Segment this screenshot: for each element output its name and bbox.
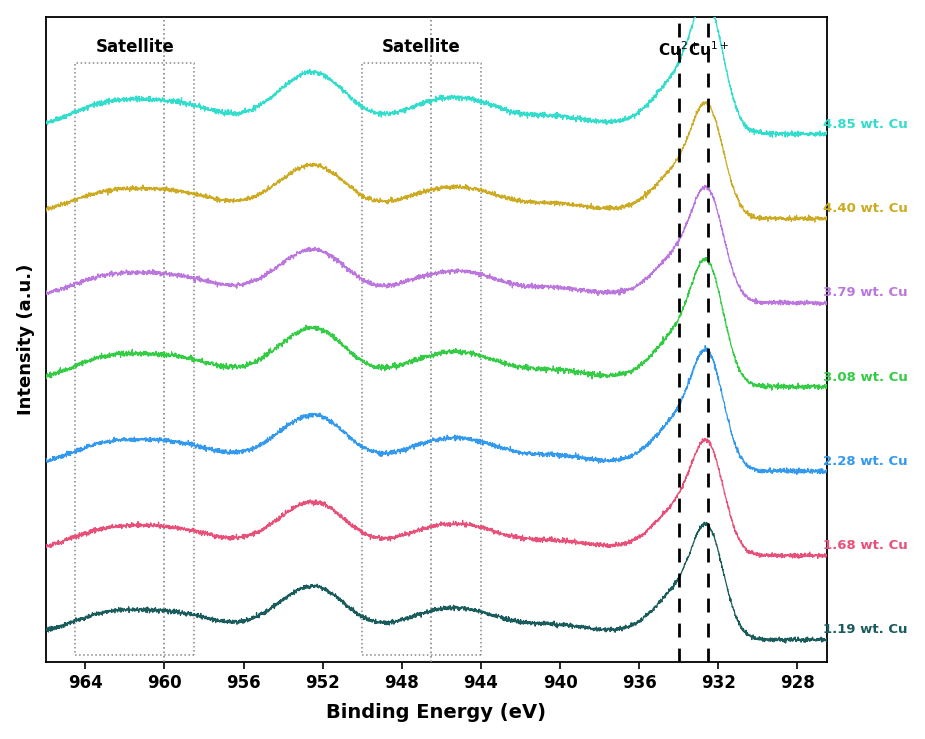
Y-axis label: Intensity (a.u.): Intensity (a.u.) — [17, 264, 34, 415]
Text: 3.79 wt. Cu: 3.79 wt. Cu — [823, 286, 907, 299]
Text: 4.40 wt. Cu: 4.40 wt. Cu — [823, 202, 908, 215]
Text: 3.08 wt. Cu: 3.08 wt. Cu — [823, 370, 908, 384]
Text: 1.19 wt. Cu: 1.19 wt. Cu — [823, 623, 907, 636]
Text: 2.28 wt. Cu: 2.28 wt. Cu — [823, 454, 907, 468]
Text: 1.68 wt. Cu: 1.68 wt. Cu — [823, 539, 907, 552]
Text: Cu$^{2+}$: Cu$^{2+}$ — [659, 40, 699, 59]
X-axis label: Binding Energy (eV): Binding Energy (eV) — [327, 704, 547, 722]
Text: 4.85 wt. Cu: 4.85 wt. Cu — [823, 118, 907, 131]
Text: Satellite: Satellite — [95, 38, 174, 56]
Text: Satellite: Satellite — [382, 38, 461, 56]
Text: Cu$^{1+}$: Cu$^{1+}$ — [688, 40, 729, 59]
